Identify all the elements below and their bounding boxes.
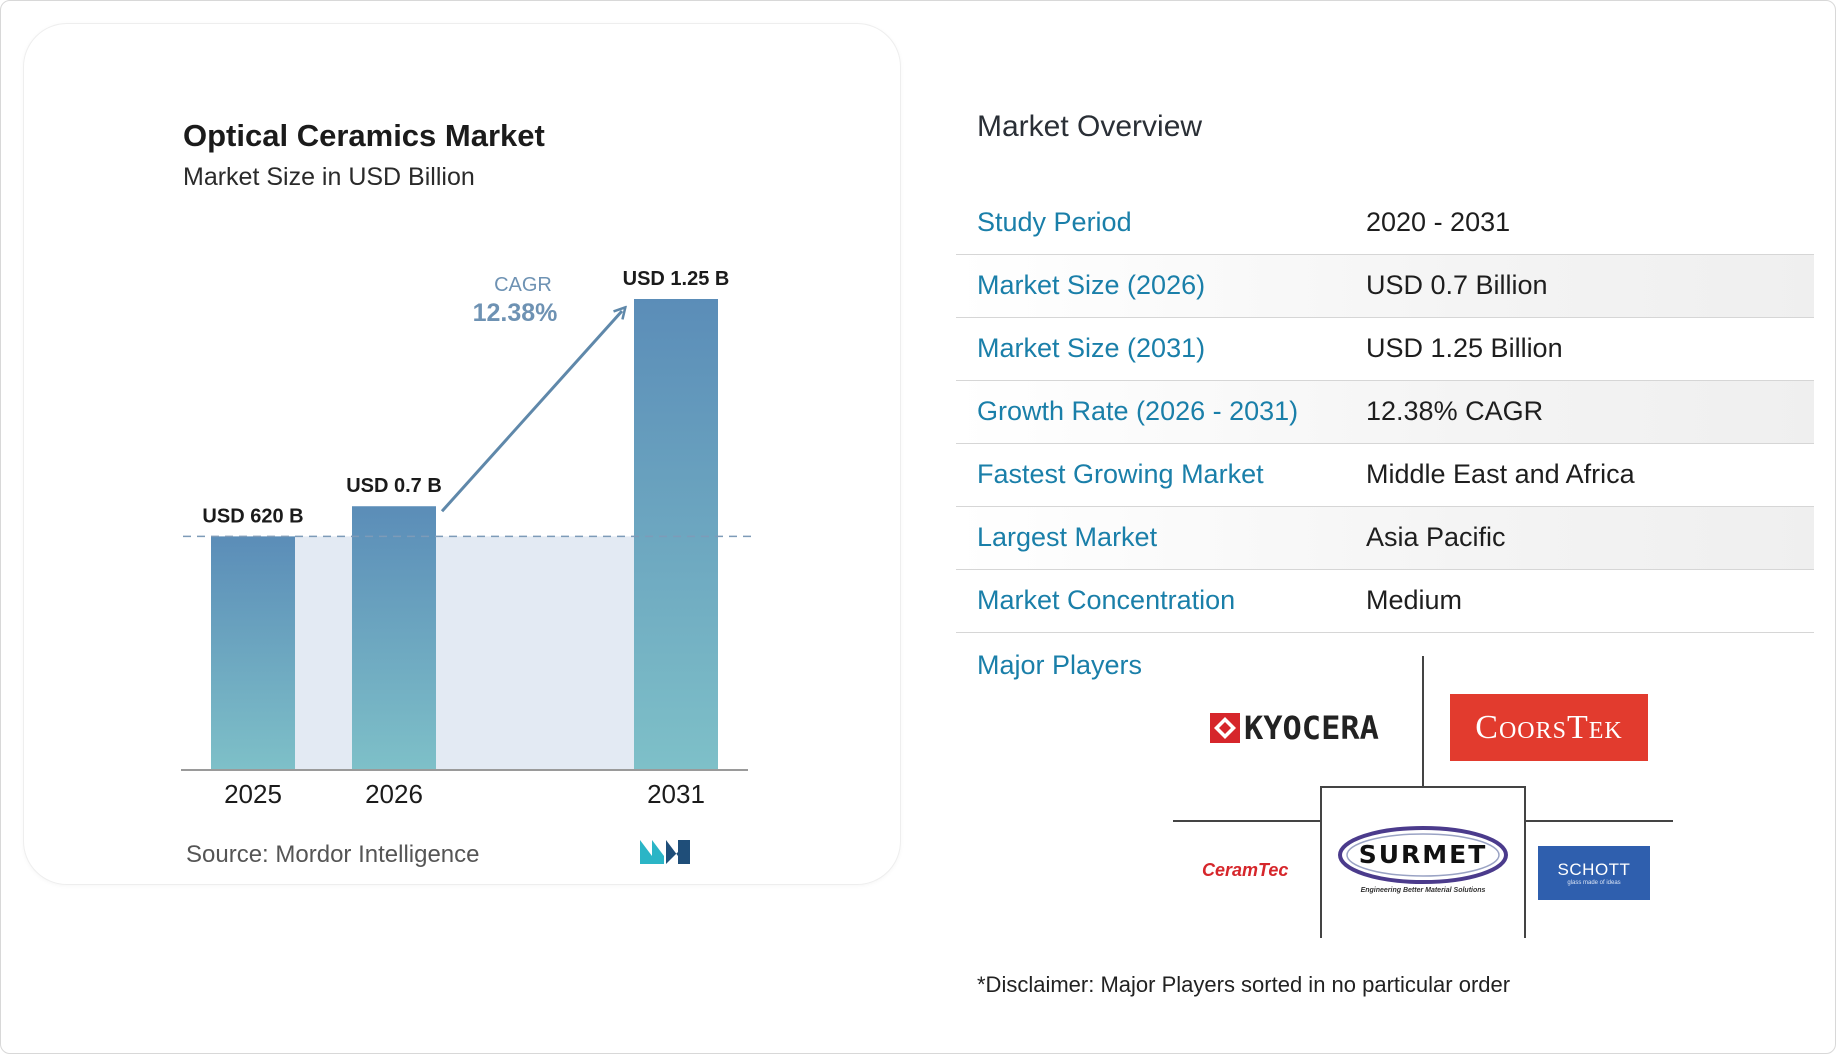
data-label: USD 1.25 B — [623, 268, 730, 290]
source-label: Source: — [186, 841, 269, 868]
overview-row: Largest Market Asia Pacific — [956, 507, 1814, 570]
divider — [1320, 786, 1526, 788]
x-tick-label: 2026 — [365, 779, 423, 809]
cagr-value: 12.38% — [473, 299, 558, 327]
overview-label: Market Size (2031) — [977, 333, 1206, 363]
schott-wordmark: SCHOTT — [1557, 860, 1631, 879]
overview-value: USD 1.25 Billion — [1366, 333, 1563, 363]
data-label: USD 620 B — [202, 505, 303, 527]
overview-row: Study Period 2020 - 2031 — [956, 192, 1814, 255]
kyocera-wordmark: KYOCERa — [1244, 709, 1379, 747]
divider — [1320, 786, 1322, 938]
overview-row: Fastest Growing Market Middle East and A… — [956, 444, 1814, 507]
ceramtec-wordmark: CeramTec — [1202, 859, 1289, 880]
chart-source: Source: Mordor Intelligence — [186, 841, 480, 869]
overview-value: Middle East and Africa — [1366, 459, 1635, 489]
overview-label: Study Period — [977, 207, 1132, 237]
chart-title: Optical Ceramics Market — [183, 118, 545, 153]
overview-value: USD 0.7 Billion — [1366, 270, 1548, 300]
kyocera-logo: KYOCERa — [1210, 706, 1379, 750]
overview-row: Market Size (2026) USD 0.7 Billion — [956, 255, 1814, 318]
disclaimer: *Disclaimer: Major Players sorted in no … — [977, 972, 1511, 997]
cagr-label: CAGR — [494, 274, 552, 296]
mordor-intelligence-logo-icon — [640, 840, 690, 864]
coorstek-logo: CoorsTek — [1450, 694, 1648, 761]
baseline-band — [253, 536, 676, 770]
divider — [1422, 656, 1424, 786]
overview-label: Market Size (2026) — [977, 270, 1206, 300]
data-label: USD 0.7 B — [346, 475, 442, 497]
overview-row: Market Concentration Medium — [956, 570, 1814, 633]
overview-row: Market Size (2031) USD 1.25 Billion — [956, 318, 1814, 381]
x-tick-label: 2031 — [647, 779, 705, 809]
surmet-badge: SURMET — [1337, 825, 1509, 885]
x-tick-label: 2025 — [224, 779, 282, 809]
overview-table: Study Period 2020 - 2031 Market Size (20… — [956, 192, 1814, 633]
divider — [1173, 820, 1320, 822]
overview-label: Growth Rate (2026 - 2031) — [977, 396, 1299, 426]
overview-title: Market Overview — [977, 110, 1203, 143]
divider — [1524, 786, 1526, 938]
surmet-ring-icon — [1338, 825, 1508, 884]
cagr-arrow — [440, 311, 622, 513]
chart-subtitle: Market Size in USD Billion — [183, 163, 475, 191]
coorstek-wordmark: CoorsTek — [1475, 708, 1623, 746]
kyocera-mark-icon — [1210, 713, 1240, 743]
ceramtec-logo: CeramTec — [1202, 858, 1288, 882]
bar-chart: USD 620 B USD 0.7 B USD 1.25 B 2025 2026 2031… — [181, 268, 752, 809]
overview-value: 2020 - 2031 — [1366, 207, 1511, 237]
overview-value: 12.38% CAGR — [1366, 396, 1544, 426]
bar — [634, 299, 718, 770]
bar — [211, 536, 295, 770]
overview-label: Largest Market — [977, 522, 1158, 552]
overview-label: Market Concentration — [977, 585, 1236, 615]
schott-logo: SCHOTT glass made of ideas — [1538, 846, 1650, 900]
overview-row: Growth Rate (2026 - 2031) 12.38% CAGR — [956, 381, 1814, 444]
major-players-label: Major Players — [977, 650, 1143, 680]
surmet-tagline: Engineering Better Material Solutions — [1360, 886, 1486, 894]
source-name: Mordor Intelligence — [275, 841, 480, 868]
overview-value: Medium — [1366, 585, 1463, 615]
overview-label: Fastest Growing Market — [977, 459, 1264, 489]
surmet-logo: SURMET Engineering Better Material Solut… — [1334, 818, 1512, 900]
divider — [1525, 820, 1673, 822]
schott-tagline: glass made of ideas — [1567, 880, 1621, 886]
surmet-wordmark: SURMET — [1358, 840, 1488, 869]
overview-value: Asia Pacific — [1366, 522, 1506, 552]
bar — [352, 506, 436, 770]
